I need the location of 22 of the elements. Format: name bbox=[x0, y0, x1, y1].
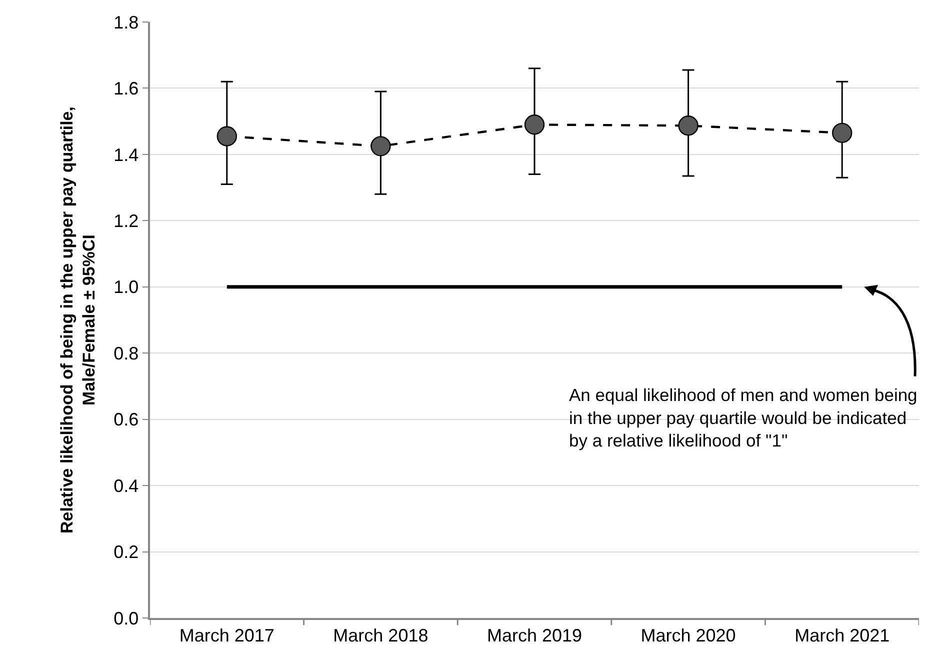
x-tick-label: March 2021 bbox=[794, 625, 890, 646]
y-axis-title: Relative likelihood of being in the upper pay quartile, Male/Female ± 95%CI bbox=[58, 106, 99, 534]
y-tick-label: 1.8 bbox=[114, 12, 139, 32]
y-tick-label: 0.2 bbox=[114, 542, 139, 562]
point bbox=[216, 126, 237, 146]
y-tick-label: 1.6 bbox=[114, 78, 139, 99]
x-tick-label: March 2018 bbox=[333, 625, 428, 646]
y-tick-label: 0.8 bbox=[114, 343, 139, 364]
y-tick-label: 1.0 bbox=[114, 277, 139, 298]
y-tick-label: 0.0 bbox=[114, 608, 139, 628]
x-tick-label: March 2020 bbox=[640, 625, 736, 646]
y-tick-label: 1.2 bbox=[114, 210, 139, 231]
point bbox=[370, 136, 391, 156]
y-tick-label: 1.4 bbox=[114, 144, 139, 165]
x-tick-label: March 2019 bbox=[486, 625, 582, 646]
point bbox=[832, 122, 852, 144]
annotation: An equal likelihood of men and women being in the upper pay quartile would be indicated by a relative likelihood of "1" bbox=[569, 385, 918, 450]
x-tick-label: March 2017 bbox=[179, 625, 274, 646]
y-tick-label: 0.6 bbox=[114, 410, 139, 430]
y-tick-label: 0.4 bbox=[114, 476, 139, 496]
point bbox=[524, 114, 545, 135]
point bbox=[678, 116, 698, 136]
